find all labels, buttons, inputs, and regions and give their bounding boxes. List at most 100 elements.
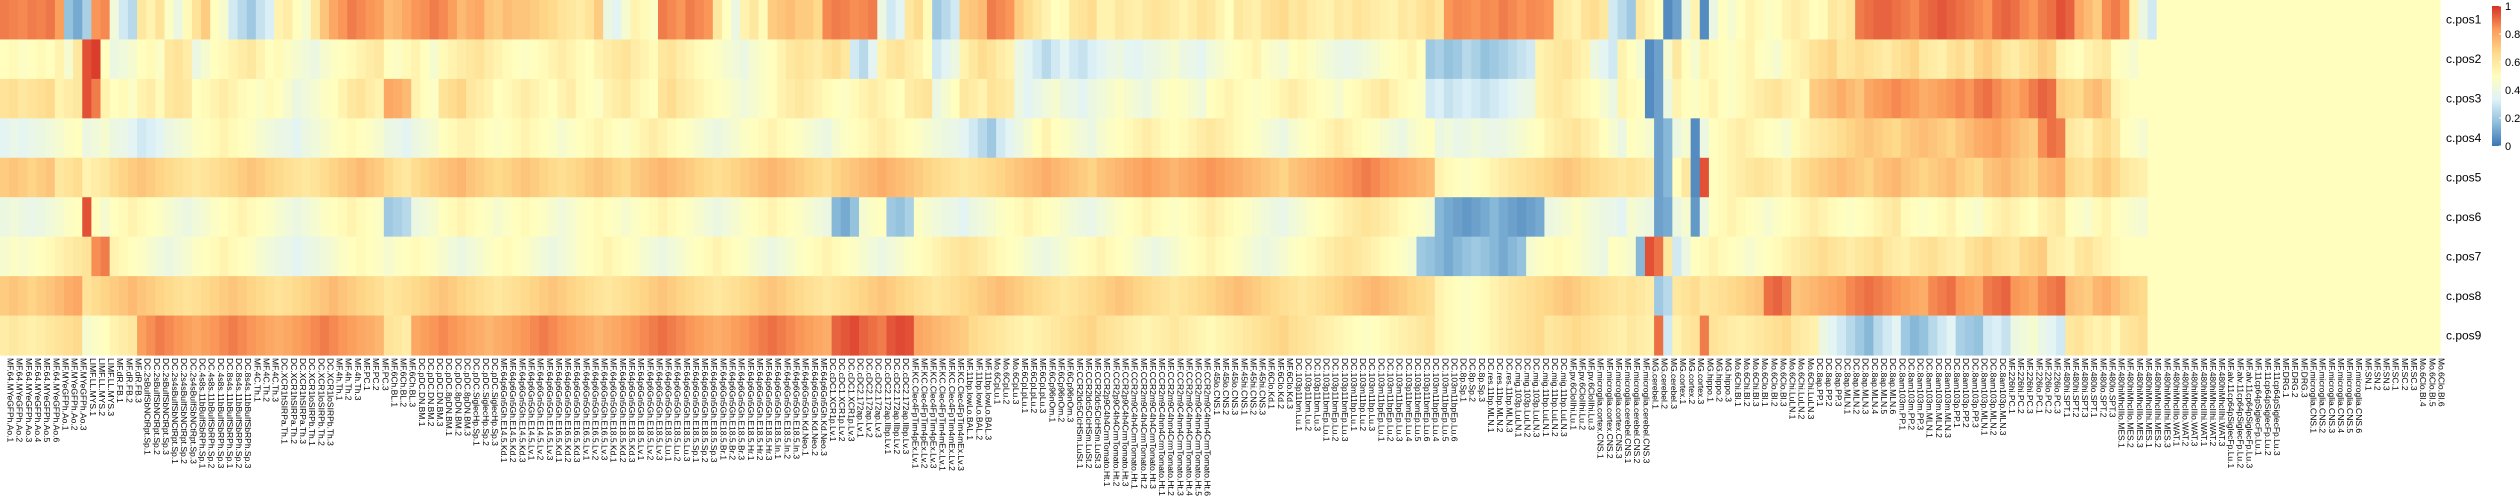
heatmap-cell xyxy=(2330,118,2341,159)
heatmap-cell xyxy=(1233,197,1244,238)
heatmap-cell xyxy=(2257,39,2267,80)
heatmap-cell xyxy=(1480,315,1491,356)
heatmap-cell xyxy=(1069,315,1079,356)
heatmap-cell xyxy=(1398,78,1408,119)
heatmap-cell xyxy=(292,118,303,159)
heatmap-cell xyxy=(1983,236,1993,277)
heatmap-cell xyxy=(2056,78,2066,119)
heatmap-cell xyxy=(1078,39,1089,80)
heatmap-cell xyxy=(1992,315,2002,356)
heatmap-cell xyxy=(1772,118,1783,159)
heatmap-cell xyxy=(1580,39,1591,80)
heatmap-cell xyxy=(1562,315,1573,356)
heatmap-cell xyxy=(328,157,339,198)
heatmap-cell xyxy=(301,276,312,317)
heatmap-cell xyxy=(283,276,294,317)
heatmap-cell xyxy=(2019,78,2030,119)
heatmap-cell xyxy=(1690,78,1701,119)
heatmap-cell xyxy=(1233,39,1244,80)
heatmap-cell xyxy=(986,157,997,198)
heatmap-cell xyxy=(228,39,239,80)
heatmap-cell xyxy=(1261,157,1271,198)
column-label: DC.8am103p.PP.3 xyxy=(1970,358,1980,428)
heatmap-cell xyxy=(859,276,869,317)
heatmap-cell xyxy=(2074,0,2085,41)
heatmap-cell xyxy=(2065,197,2076,238)
heatmap-cell xyxy=(383,157,394,198)
heatmap-cell xyxy=(584,197,595,238)
heatmap-cell xyxy=(1919,78,1929,119)
heatmap-cell xyxy=(1526,78,1536,119)
heatmap-cell xyxy=(1928,315,1938,356)
heatmap-cell xyxy=(1955,39,1966,80)
heatmap-cell xyxy=(1443,78,1454,119)
heatmap-cell xyxy=(1517,118,1527,159)
heatmap-cell xyxy=(164,78,175,119)
heatmap-cell xyxy=(2019,276,2030,317)
heatmap-cell xyxy=(959,236,970,277)
column-label: MF.480hiMhcIIhi.WAT.3 xyxy=(2217,358,2227,447)
heatmap-cell xyxy=(255,236,266,277)
heatmap-cell xyxy=(813,78,824,119)
heatmap-cell xyxy=(1288,0,1299,41)
column-label: MF.45lo.CNS.3 xyxy=(1230,358,1240,415)
heatmap-cell xyxy=(301,118,312,159)
heatmap-cell xyxy=(1617,118,1628,159)
heatmap-cell xyxy=(383,315,394,356)
heatmap-cell xyxy=(420,0,431,41)
heatmap-cell xyxy=(1882,276,1893,317)
heatmap-cell xyxy=(155,276,166,317)
heatmap-cell xyxy=(1242,197,1253,238)
heatmap-cell xyxy=(1443,39,1454,80)
heatmap-cell xyxy=(1526,315,1536,356)
column-label: MF.64p6Gn5Gh.E14.5.Kd.2 xyxy=(508,358,518,463)
heatmap-cell xyxy=(840,236,851,277)
heatmap-cell xyxy=(1580,118,1591,159)
heatmap-cell xyxy=(9,0,19,41)
heatmap-cell xyxy=(164,276,175,317)
column-label: DC.8am103p.PP.1 xyxy=(1952,358,1962,428)
heatmap-cell xyxy=(2147,157,2158,198)
heatmap-cell xyxy=(1644,157,1655,198)
heatmap-cell xyxy=(530,118,540,159)
heatmap-cell xyxy=(1434,118,1445,159)
heatmap-cell xyxy=(246,315,257,356)
heatmap-cell xyxy=(255,197,266,238)
heatmap-cell xyxy=(2156,118,2167,159)
heatmap-cell xyxy=(1169,78,1180,119)
heatmap-cell xyxy=(1334,39,1344,80)
heatmap-cell xyxy=(420,236,431,277)
heatmap-cell xyxy=(1142,315,1153,356)
heatmap-cell xyxy=(1526,197,1536,238)
heatmap-cell xyxy=(173,315,184,356)
heatmap-cell xyxy=(1754,118,1765,159)
heatmap-cell xyxy=(2312,39,2322,80)
heatmap-cell xyxy=(1946,276,1957,317)
heatmap-cell xyxy=(2302,0,2313,41)
heatmap-cell xyxy=(1297,197,1308,238)
heatmap-cell xyxy=(1251,157,1262,198)
column-label: MF.alv.11cp64pSiglecFp.Lu.2 xyxy=(2235,358,2245,469)
heatmap-cell xyxy=(1379,78,1390,119)
heatmap-cell xyxy=(2174,197,2185,238)
heatmap-cell xyxy=(484,78,495,119)
heatmap-cell xyxy=(1306,157,1317,198)
heatmap-cell xyxy=(1855,0,1865,41)
heatmap-cell xyxy=(2421,276,2432,317)
heatmap-cell xyxy=(1462,157,1472,198)
heatmap-cell xyxy=(520,236,531,277)
heatmap-cell xyxy=(1736,39,1747,80)
heatmap-cell xyxy=(36,236,47,277)
heatmap-cell xyxy=(411,39,421,80)
heatmap-cell xyxy=(502,315,513,356)
heatmap-cell xyxy=(0,315,10,356)
heatmap-cell xyxy=(402,315,412,356)
heatmap-cell xyxy=(1727,78,1737,119)
heatmap-cell xyxy=(2156,315,2167,356)
heatmap-cell xyxy=(676,78,686,119)
heatmap-cell xyxy=(831,39,842,80)
heatmap-cell xyxy=(831,118,842,159)
heatmap-cell xyxy=(1955,276,1966,317)
heatmap-cell xyxy=(1526,236,1536,277)
heatmap-cell xyxy=(420,78,431,119)
